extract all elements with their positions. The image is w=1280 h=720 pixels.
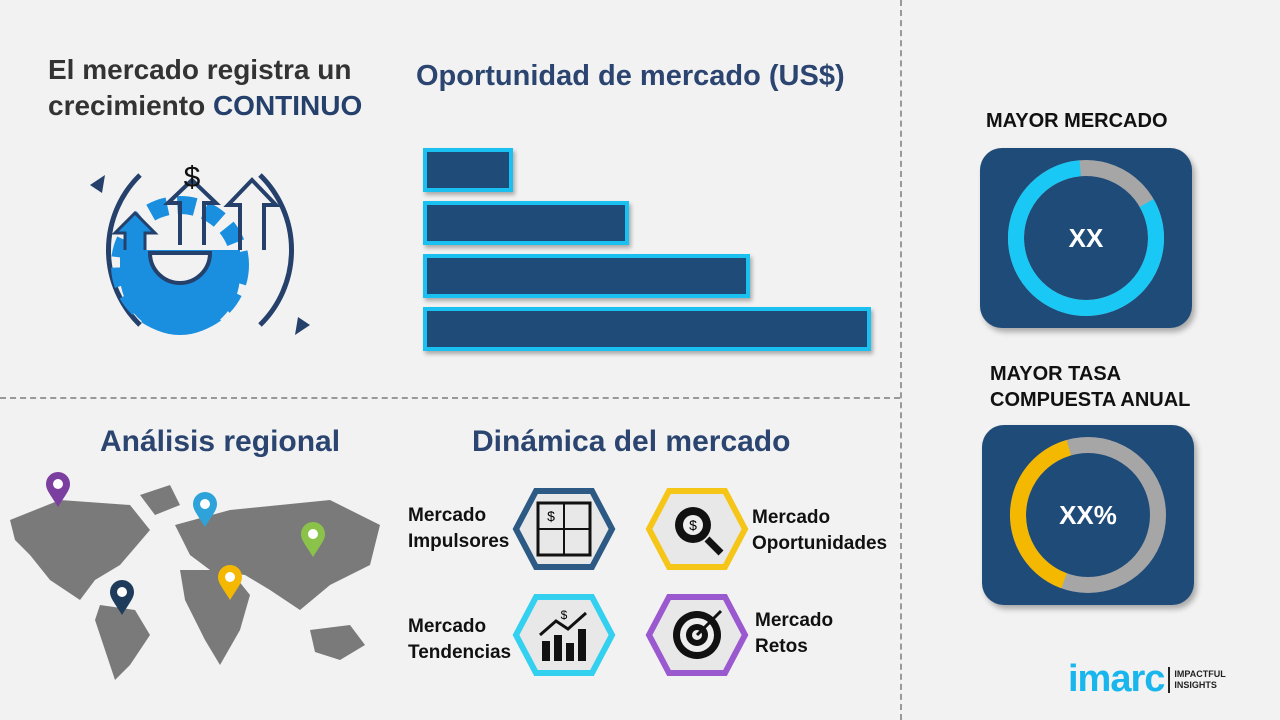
puzzle-icon: $ (512, 488, 616, 570)
chart-growth-icon: $ (512, 594, 616, 676)
opportunity-title: Oportunidad de mercado (US$) (416, 60, 845, 92)
cagr-value: XX% (1059, 499, 1117, 530)
map-pin-icon (110, 580, 134, 615)
vertical-divider (900, 0, 902, 720)
dynamics-title: Dinámica del mercado (472, 425, 791, 458)
dynamics-label-line2: Tendencias (408, 642, 512, 663)
opportunity-bar (423, 148, 513, 192)
cagr-card: XX% (982, 425, 1194, 605)
dynamics-label: Mercado Oportunidades (752, 505, 887, 557)
dynamics-label: Mercado Impulsores (408, 503, 509, 555)
svg-text:$: $ (561, 608, 568, 622)
dynamics-label-line1: Mercado (755, 610, 834, 631)
growth-emphasis: CONTINUO (212, 90, 363, 121)
logo-brand: imarc (1068, 658, 1165, 700)
growth-prefix: crecimiento (48, 90, 213, 121)
dynamics-label-line2: Oportunidades (752, 533, 888, 554)
dynamics-label-line2: Impulsores (408, 531, 510, 552)
logo-tag1: IMPACTFUL (1174, 668, 1226, 679)
dynamics-label-line1: Mercado (408, 505, 487, 526)
largest-market-card: XX (980, 148, 1192, 328)
growth-heading: El mercado registra un crecimiento CONTI… (48, 52, 362, 124)
cagr-title-line2: COMPUESTA ANUAL (990, 389, 1191, 411)
dynamics-label-line1: Mercado (752, 507, 831, 528)
dynamics-label: Mercado Tendencias (408, 614, 511, 666)
cagr-title-line1: MAYOR TASA (990, 363, 1122, 385)
logo-tagline: IMPACTFUL INSIGHTS (1174, 669, 1225, 691)
logo-tag2: INSIGHTS (1174, 679, 1217, 690)
largest-market-title: MAYOR MERCADO (986, 110, 1168, 132)
opportunity-bar (423, 307, 871, 351)
opportunity-bar (423, 254, 751, 298)
map-pin-icon (301, 522, 325, 557)
map-pin-icon (218, 565, 242, 600)
growth-line2: crecimiento CONTINUO (48, 88, 362, 124)
magnifier-dollar-icon: $ (645, 488, 749, 570)
cagr-donut (1010, 437, 1166, 593)
svg-text:$: $ (547, 508, 555, 524)
largest-market-value: XX (1068, 222, 1104, 253)
dynamics-label-line2: Retos (755, 636, 808, 657)
map-pin-icon (46, 472, 70, 507)
svg-text:$: $ (184, 161, 201, 194)
regional-title: Análisis regional (100, 425, 341, 458)
cagr-title: MAYOR TASA COMPUESTA ANUAL (990, 361, 1190, 413)
map-pin-icon (193, 492, 217, 527)
growth-line1: El mercado registra un (48, 54, 352, 85)
imarc-logo: imarc IMPACTFUL INSIGHTS (1068, 658, 1226, 701)
donut-share (1008, 160, 1164, 316)
dynamics-label: Mercado Retos (755, 608, 833, 660)
horizontal-divider (0, 397, 900, 399)
svg-text:$: $ (689, 517, 697, 533)
target-icon (645, 594, 749, 676)
logo-divider (1168, 666, 1171, 693)
dynamics-label-line1: Mercado (408, 616, 487, 637)
opportunity-bar (423, 201, 630, 245)
largest-market-donut (1008, 160, 1164, 316)
growth-gear-icon: $ (90, 161, 310, 335)
